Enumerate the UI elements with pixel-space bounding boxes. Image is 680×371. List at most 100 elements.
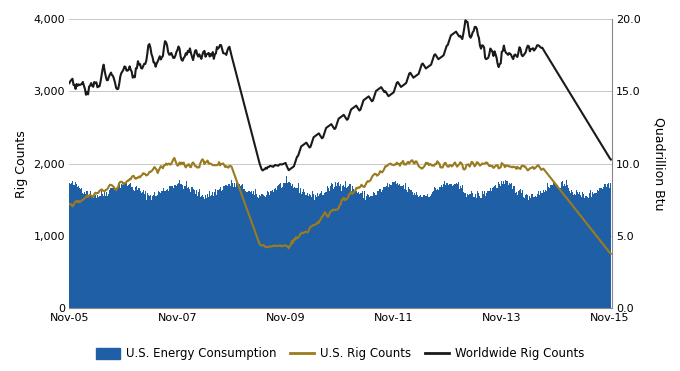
Bar bbox=[199, 190, 200, 308]
Bar bbox=[360, 193, 361, 308]
Bar bbox=[298, 183, 299, 308]
Bar bbox=[326, 186, 328, 308]
Bar bbox=[103, 196, 104, 308]
Bar bbox=[461, 188, 462, 308]
Bar bbox=[256, 194, 257, 308]
Bar bbox=[438, 190, 439, 308]
Bar bbox=[254, 195, 255, 308]
Bar bbox=[120, 188, 121, 308]
Bar bbox=[424, 195, 426, 308]
Bar bbox=[175, 185, 176, 308]
Bar bbox=[204, 199, 205, 308]
Bar bbox=[283, 183, 284, 308]
Bar bbox=[92, 198, 94, 308]
Bar bbox=[94, 197, 95, 308]
Bar bbox=[481, 191, 483, 308]
Bar bbox=[156, 196, 157, 308]
Bar bbox=[491, 191, 492, 308]
Bar bbox=[151, 200, 152, 308]
Bar bbox=[198, 193, 199, 308]
Bar bbox=[566, 185, 568, 308]
Bar bbox=[250, 192, 251, 308]
Bar bbox=[226, 185, 227, 308]
Bar bbox=[521, 193, 522, 308]
Bar bbox=[391, 185, 392, 308]
Bar bbox=[543, 190, 544, 308]
Bar bbox=[358, 192, 359, 308]
Bar bbox=[505, 180, 507, 308]
Bar bbox=[118, 183, 119, 308]
Bar bbox=[309, 194, 310, 308]
Bar bbox=[160, 193, 161, 308]
Bar bbox=[119, 184, 120, 308]
Bar bbox=[605, 184, 607, 308]
Bar bbox=[545, 190, 546, 308]
Bar bbox=[263, 195, 265, 308]
Bar bbox=[225, 186, 226, 308]
Bar bbox=[232, 183, 233, 308]
Bar bbox=[377, 191, 379, 308]
Bar bbox=[602, 189, 603, 308]
Bar bbox=[490, 188, 491, 308]
Bar bbox=[537, 194, 538, 308]
Bar bbox=[587, 197, 588, 308]
Bar bbox=[447, 183, 448, 308]
Bar bbox=[542, 193, 543, 308]
Bar bbox=[182, 185, 183, 308]
Bar bbox=[570, 193, 571, 308]
Bar bbox=[556, 185, 558, 308]
Bar bbox=[74, 185, 75, 308]
Bar bbox=[178, 183, 179, 308]
Bar bbox=[280, 183, 281, 308]
Bar bbox=[405, 183, 406, 308]
Bar bbox=[273, 189, 275, 308]
Bar bbox=[534, 196, 536, 308]
Bar bbox=[316, 197, 318, 308]
Bar bbox=[601, 188, 602, 308]
Bar bbox=[574, 194, 575, 308]
Bar bbox=[200, 197, 201, 308]
Bar bbox=[585, 196, 587, 308]
Bar bbox=[488, 191, 489, 308]
Bar bbox=[337, 183, 338, 308]
Bar bbox=[301, 194, 302, 308]
Bar bbox=[155, 196, 156, 308]
Bar bbox=[596, 193, 597, 308]
Bar bbox=[600, 188, 601, 308]
Bar bbox=[469, 194, 470, 308]
Bar bbox=[472, 193, 473, 308]
Bar bbox=[201, 196, 202, 308]
Bar bbox=[426, 196, 428, 308]
Bar bbox=[444, 181, 445, 308]
Bar bbox=[235, 187, 236, 308]
Bar bbox=[132, 187, 133, 308]
Bar bbox=[416, 192, 417, 308]
Bar bbox=[573, 194, 574, 308]
Bar bbox=[78, 186, 80, 308]
Bar bbox=[259, 194, 260, 308]
Bar bbox=[141, 192, 143, 308]
Bar bbox=[122, 185, 123, 308]
Bar bbox=[338, 183, 339, 308]
Bar bbox=[403, 189, 405, 308]
Bar bbox=[253, 191, 254, 308]
Bar bbox=[157, 195, 158, 308]
Bar bbox=[373, 192, 375, 308]
Bar bbox=[562, 186, 564, 308]
Bar bbox=[498, 182, 499, 308]
Bar bbox=[595, 193, 596, 308]
Bar bbox=[434, 187, 435, 308]
Bar bbox=[146, 200, 147, 308]
Bar bbox=[239, 184, 240, 308]
Bar bbox=[237, 183, 238, 308]
Bar bbox=[210, 196, 211, 308]
Bar bbox=[525, 195, 526, 308]
Bar bbox=[387, 183, 388, 308]
Bar bbox=[477, 191, 479, 308]
Bar bbox=[418, 197, 419, 308]
Bar bbox=[131, 187, 132, 308]
Bar bbox=[462, 185, 463, 308]
Bar bbox=[352, 186, 353, 308]
Bar bbox=[109, 190, 110, 308]
Bar bbox=[536, 197, 537, 308]
